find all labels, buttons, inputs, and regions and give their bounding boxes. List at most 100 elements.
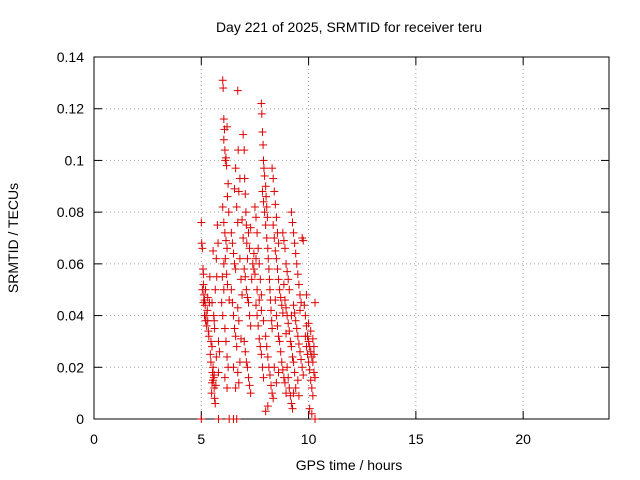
data-point (197, 218, 206, 227)
data-point (241, 347, 250, 356)
data-point (263, 213, 272, 222)
data-point (311, 298, 320, 307)
data-point (262, 234, 271, 242)
data-point (264, 254, 273, 263)
data-point (245, 381, 254, 390)
data-point (263, 352, 272, 361)
data-point (283, 363, 292, 372)
data-point (227, 228, 236, 237)
data-point (269, 221, 278, 230)
data-point (249, 265, 258, 274)
data-point (280, 378, 289, 387)
y-tick-label: 0.12 (57, 101, 84, 117)
data-point (221, 337, 230, 346)
data-point (291, 249, 300, 258)
data-point (282, 329, 291, 338)
data-point (253, 285, 262, 294)
data-point (261, 221, 270, 230)
data-point (284, 319, 293, 328)
data-point (219, 84, 228, 93)
data-point (311, 415, 320, 423)
data-point (289, 228, 298, 237)
data-point (292, 259, 301, 268)
data-point (240, 146, 249, 155)
data-point (229, 311, 238, 320)
data-point (214, 415, 223, 423)
data-point (256, 275, 265, 284)
data-point (280, 296, 289, 305)
data-point (199, 270, 208, 279)
chart-title: Day 221 of 2025, SRMTID for receiver ter… (216, 19, 482, 35)
data-point (274, 332, 283, 341)
data-point (198, 285, 207, 294)
data-point (305, 365, 314, 374)
data-point (309, 342, 318, 351)
data-point (257, 350, 266, 359)
data-point (306, 327, 315, 336)
data-point (298, 363, 307, 372)
data-point (293, 376, 302, 385)
data-point (223, 383, 232, 392)
data-point (267, 381, 276, 390)
data-point (221, 254, 230, 263)
data-point (257, 290, 266, 299)
data-point (244, 373, 253, 382)
data-point (269, 394, 278, 403)
data-point (232, 342, 241, 351)
data-point (259, 164, 268, 173)
data-point (247, 275, 256, 284)
data-point (245, 244, 254, 253)
data-point (223, 192, 232, 201)
data-point (288, 404, 297, 413)
data-point (200, 311, 209, 320)
data-point (287, 208, 296, 217)
data-point (275, 285, 284, 294)
data-point (280, 244, 289, 253)
data-point (239, 130, 248, 139)
data-point (211, 381, 220, 390)
data-point (277, 358, 286, 367)
data-point (252, 301, 261, 310)
data-point (294, 391, 303, 400)
data-point (232, 415, 241, 423)
data-point (294, 280, 303, 289)
data-point (284, 275, 293, 284)
data-point (221, 153, 230, 162)
data-point (270, 234, 279, 242)
y-tick-label: 0.06 (57, 256, 84, 272)
data-point (233, 218, 242, 227)
data-point (279, 236, 288, 245)
data-point (221, 236, 230, 245)
data-point (208, 342, 217, 351)
data-point (286, 337, 295, 346)
data-point (220, 373, 229, 382)
data-point (234, 187, 243, 196)
data-point (257, 109, 266, 118)
data-point (254, 244, 263, 253)
data-point (234, 378, 243, 387)
data-point (197, 415, 206, 423)
data-point (276, 347, 285, 356)
data-point (231, 332, 240, 341)
data-point (261, 332, 270, 341)
data-point (231, 164, 240, 173)
data-point (242, 239, 251, 248)
data-point (274, 275, 283, 284)
data-point (228, 298, 237, 307)
data-point (292, 324, 301, 333)
y-tick-label: 0.08 (57, 204, 84, 220)
data-point (238, 215, 247, 224)
data-point (203, 293, 212, 302)
data-point (220, 146, 229, 155)
x-tick-label: 20 (515, 431, 531, 447)
data-point (240, 337, 249, 346)
data-point (259, 316, 268, 325)
data-point (305, 404, 314, 413)
data-point (260, 208, 269, 217)
data-point (275, 337, 284, 346)
data-point (253, 311, 262, 320)
data-point (210, 371, 219, 380)
data-point (267, 316, 276, 325)
data-point (212, 352, 221, 361)
data-point (252, 254, 261, 263)
